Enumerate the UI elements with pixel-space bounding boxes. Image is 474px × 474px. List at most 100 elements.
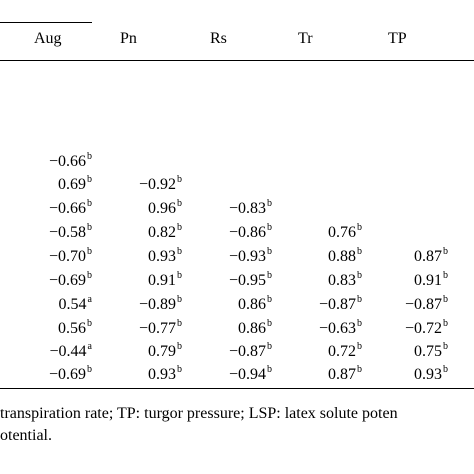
- significance-mark: b: [87, 270, 92, 281]
- table-cell: −0.72b: [368, 318, 448, 338]
- cell-value: 0.96: [148, 200, 176, 217]
- cell-value: −0.66: [48, 200, 86, 217]
- table-cell: 0.91b: [368, 270, 448, 290]
- table-cell: −0.66b: [12, 198, 92, 218]
- significance-mark: b: [267, 222, 272, 233]
- header-aug: Aug: [34, 30, 62, 47]
- table-cell: −0.92b: [102, 174, 182, 194]
- top-rule-partial: [0, 22, 92, 23]
- significance-mark: b: [267, 270, 272, 281]
- table-cell: −0.87b: [282, 294, 362, 314]
- table-cell: 0.83b: [282, 270, 362, 290]
- table-cell: 0.75b: [368, 341, 448, 361]
- table-cell: −0.69b: [12, 270, 92, 290]
- significance-mark: b: [177, 318, 182, 329]
- cell-value: −0.69: [48, 366, 86, 383]
- cell-value: 0.91: [414, 272, 442, 289]
- cell-value: 0.82: [148, 224, 176, 241]
- significance-mark: a: [87, 294, 92, 305]
- table-cell: −0.77b: [102, 318, 182, 338]
- table-cell: −0.70b: [12, 246, 92, 266]
- cell-value: −0.66: [48, 153, 86, 170]
- cell-value: −0.93: [228, 248, 266, 265]
- table-cell: −0.89b: [102, 294, 182, 314]
- table-cell: 0.86b: [192, 318, 272, 338]
- table-cell: 0.87b: [282, 364, 362, 384]
- header-rule: [0, 60, 474, 61]
- table-cell: 0.93b: [368, 364, 448, 384]
- header-tr: Tr: [298, 30, 313, 47]
- significance-mark: b: [267, 198, 272, 209]
- table-cell: 0.93b: [102, 364, 182, 384]
- cell-value: −0.58: [48, 224, 86, 241]
- significance-mark: b: [177, 294, 182, 305]
- cell-value: −0.70: [48, 248, 86, 265]
- table-cell: 0.82b: [102, 222, 182, 242]
- significance-mark: b: [357, 341, 362, 352]
- header-tp: TP: [388, 30, 407, 47]
- cell-value: −0.63: [318, 320, 356, 337]
- cell-value: 0.93: [414, 366, 442, 383]
- header-pn: Pn: [120, 30, 137, 47]
- cell-value: 0.72: [328, 343, 356, 360]
- cell-value: −0.72: [404, 320, 442, 337]
- cell-value: 0.87: [414, 248, 442, 265]
- table-cell: 0.86b: [192, 294, 272, 314]
- significance-mark: b: [443, 364, 448, 375]
- significance-mark: b: [87, 151, 92, 162]
- significance-mark: b: [87, 246, 92, 257]
- table-cell: −0.83b: [192, 198, 272, 218]
- table-cell: 0.69b: [12, 174, 92, 194]
- cell-value: 0.93: [148, 366, 176, 383]
- significance-mark: b: [87, 222, 92, 233]
- cell-value: −0.87: [318, 296, 356, 313]
- significance-mark: b: [357, 294, 362, 305]
- significance-mark: b: [267, 246, 272, 257]
- footnote-line-1: transpiration rate; TP: turgor pressure;…: [0, 405, 398, 422]
- table-cell: −0.44a: [12, 341, 92, 361]
- table-cell: 0.88b: [282, 246, 362, 266]
- cell-value: 0.86: [238, 296, 266, 313]
- table-cell: −0.58b: [12, 222, 92, 242]
- table-cell: 0.56b: [12, 318, 92, 338]
- significance-mark: b: [87, 174, 92, 185]
- significance-mark: b: [177, 270, 182, 281]
- cell-value: 0.69: [58, 176, 86, 193]
- cell-value: −0.94: [228, 366, 266, 383]
- table-cell: −0.86b: [192, 222, 272, 242]
- significance-mark: b: [443, 318, 448, 329]
- table-cell: 0.91b: [102, 270, 182, 290]
- table-cell: −0.94b: [192, 364, 272, 384]
- table-cell: −0.66b: [12, 151, 92, 171]
- table-cell: 0.96b: [102, 198, 182, 218]
- header-rs: Rs: [210, 30, 227, 47]
- bottom-rule: [0, 388, 474, 389]
- cell-value: −0.69: [48, 272, 86, 289]
- cell-value: 0.75: [414, 343, 442, 360]
- significance-mark: b: [267, 364, 272, 375]
- significance-mark: b: [267, 318, 272, 329]
- significance-mark: b: [357, 318, 362, 329]
- significance-mark: b: [177, 341, 182, 352]
- significance-mark: a: [87, 341, 92, 352]
- cell-value: 0.79: [148, 343, 176, 360]
- cell-value: 0.83: [328, 272, 356, 289]
- significance-mark: b: [87, 318, 92, 329]
- significance-mark: b: [177, 198, 182, 209]
- table-cell: −0.93b: [192, 246, 272, 266]
- significance-mark: b: [177, 246, 182, 257]
- cell-value: −0.77: [138, 320, 176, 337]
- table-cell: 0.54a: [12, 294, 92, 314]
- table-cell: 0.79b: [102, 341, 182, 361]
- significance-mark: b: [443, 341, 448, 352]
- cell-value: 0.93: [148, 248, 176, 265]
- cell-value: 0.88: [328, 248, 356, 265]
- cell-value: −0.83: [228, 200, 266, 217]
- cell-value: 0.54: [58, 296, 87, 313]
- significance-mark: b: [443, 270, 448, 281]
- table-cell: −0.87b: [368, 294, 448, 314]
- table-cell: 0.87b: [368, 246, 448, 266]
- cell-value: −0.95: [228, 272, 266, 289]
- significance-mark: b: [177, 222, 182, 233]
- significance-mark: b: [87, 198, 92, 209]
